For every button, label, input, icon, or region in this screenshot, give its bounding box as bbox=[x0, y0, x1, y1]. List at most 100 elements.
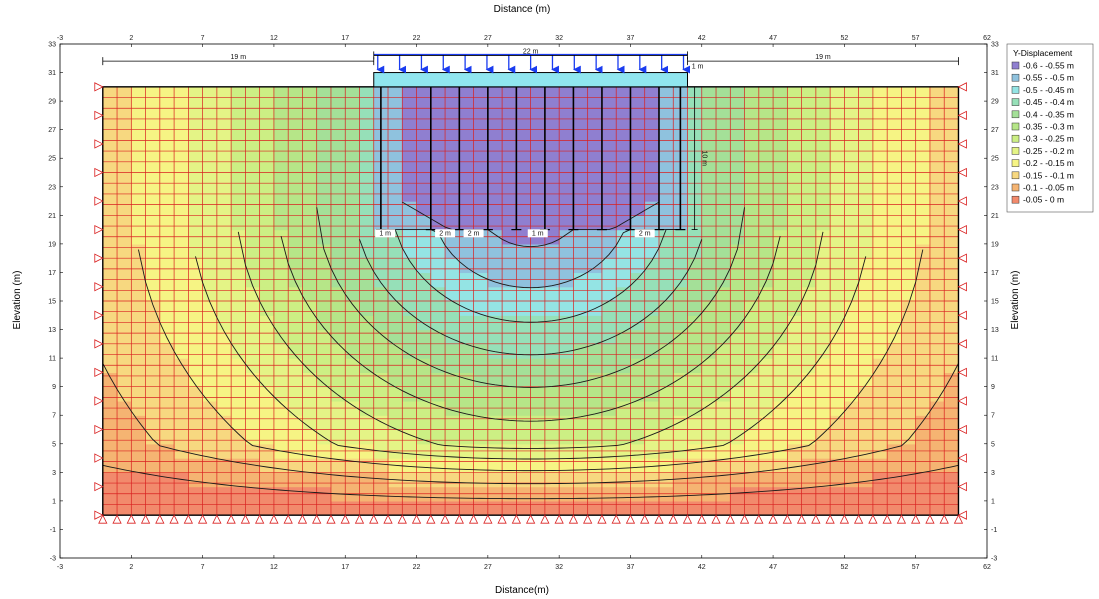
field-cell bbox=[872, 258, 888, 274]
field-cell bbox=[544, 215, 560, 231]
field-cell bbox=[288, 158, 304, 174]
field-cell bbox=[373, 343, 389, 359]
field-cell bbox=[288, 329, 304, 345]
field-cell bbox=[216, 258, 232, 274]
field-cell bbox=[288, 429, 304, 445]
field-cell bbox=[430, 386, 446, 402]
field-cell bbox=[117, 243, 132, 259]
field-cell bbox=[573, 472, 589, 488]
y-tick-label-right: 13 bbox=[991, 327, 999, 334]
field-cell bbox=[302, 343, 318, 359]
field-cell bbox=[559, 201, 575, 216]
right-roller-support bbox=[957, 367, 967, 378]
field-cell bbox=[716, 429, 731, 445]
field-cell bbox=[559, 329, 575, 345]
field-cell bbox=[801, 258, 817, 274]
field-cell bbox=[416, 329, 432, 345]
field-cell bbox=[416, 243, 432, 259]
field-cell bbox=[416, 286, 432, 302]
field-cell bbox=[530, 86, 546, 102]
y-tick-label-left: 27 bbox=[48, 127, 56, 134]
field-cell bbox=[102, 429, 118, 445]
field-cell bbox=[188, 129, 204, 145]
field-cell bbox=[245, 258, 261, 274]
field-cell bbox=[887, 258, 903, 274]
field-cell bbox=[402, 172, 418, 188]
field-cell bbox=[630, 500, 646, 516]
right-width-dim-label: 19 m bbox=[815, 54, 831, 61]
field-cell bbox=[887, 301, 903, 316]
field-cell bbox=[573, 129, 589, 145]
field-cell bbox=[872, 201, 888, 216]
field-cell bbox=[231, 372, 246, 388]
y-tick-label-right: 23 bbox=[991, 184, 999, 191]
spacing-label-bg bbox=[463, 229, 484, 238]
field-cell bbox=[487, 286, 503, 302]
field-cell bbox=[288, 286, 304, 302]
field-cell bbox=[288, 386, 304, 402]
field-cell bbox=[459, 386, 475, 402]
field-cell bbox=[473, 258, 489, 274]
field-cell bbox=[131, 343, 147, 359]
field-cell bbox=[787, 343, 803, 359]
field-cell bbox=[145, 258, 161, 274]
field-cell bbox=[673, 429, 689, 445]
field-cell bbox=[288, 372, 304, 388]
field-cell bbox=[559, 172, 575, 188]
field-cell bbox=[758, 343, 774, 359]
field-cell bbox=[758, 472, 774, 488]
field-cell bbox=[359, 172, 375, 188]
field-cell bbox=[801, 215, 817, 231]
field-cell bbox=[159, 372, 175, 388]
field-cell bbox=[644, 158, 660, 174]
bottom-pin-support bbox=[297, 514, 308, 524]
field-cell bbox=[744, 215, 760, 231]
field-cell bbox=[487, 86, 503, 102]
field-cell bbox=[701, 343, 717, 359]
field-cell bbox=[544, 129, 560, 145]
field-cell bbox=[573, 115, 589, 131]
field-cell bbox=[202, 343, 218, 359]
field-cell bbox=[174, 172, 189, 188]
field-cell bbox=[502, 386, 517, 402]
field-cell bbox=[188, 86, 204, 102]
field-cell bbox=[502, 129, 517, 145]
field-cell bbox=[573, 386, 589, 402]
field-cell bbox=[487, 243, 503, 259]
bottom-pin-support bbox=[112, 514, 122, 524]
bottom-pin-support bbox=[911, 514, 921, 524]
field-cell bbox=[872, 500, 888, 516]
field-cell bbox=[630, 258, 646, 274]
field-cell bbox=[573, 500, 589, 516]
field-cell bbox=[658, 86, 674, 102]
field-cell bbox=[459, 286, 475, 302]
field-cell bbox=[773, 258, 788, 274]
bottom-pin-support bbox=[853, 514, 864, 524]
field-cell bbox=[630, 115, 646, 131]
field-cell bbox=[616, 158, 632, 174]
field-cell bbox=[102, 301, 118, 316]
field-cell bbox=[601, 258, 617, 274]
field-cell bbox=[288, 258, 304, 274]
field-cell bbox=[145, 500, 161, 516]
field-cell bbox=[758, 372, 774, 388]
field-cell bbox=[844, 115, 860, 131]
field-cell bbox=[701, 429, 717, 445]
field-cell bbox=[159, 215, 175, 231]
field-cell bbox=[544, 472, 560, 488]
field-cell bbox=[245, 429, 261, 445]
field-cell bbox=[844, 129, 860, 145]
field-cell bbox=[616, 415, 632, 431]
field-cell bbox=[231, 329, 246, 345]
field-cell bbox=[830, 343, 845, 359]
field-cell bbox=[473, 343, 489, 359]
field-cell bbox=[159, 286, 175, 302]
field-cell bbox=[159, 415, 175, 431]
field-cell bbox=[944, 343, 959, 359]
field-cell bbox=[487, 301, 503, 316]
field-cell bbox=[744, 472, 760, 488]
field-cell bbox=[929, 372, 945, 388]
bottom-pin-support bbox=[782, 514, 792, 524]
field-cell bbox=[516, 115, 532, 131]
field-cell bbox=[459, 201, 475, 216]
